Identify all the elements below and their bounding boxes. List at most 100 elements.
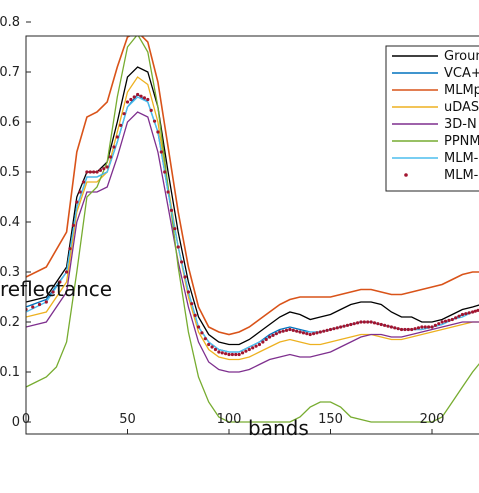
axis-ticks	[25, 21, 433, 434]
data-point	[420, 325, 424, 329]
data-point	[254, 344, 258, 348]
data-point	[146, 97, 150, 102]
data-point	[328, 327, 333, 332]
series-line	[26, 66, 479, 346]
data-point	[152, 119, 157, 123]
data-point	[203, 337, 207, 341]
data-point	[244, 349, 248, 353]
data-point	[220, 351, 224, 355]
data-point	[190, 302, 194, 306]
data-point	[308, 332, 312, 337]
data-point	[261, 340, 265, 344]
data-point	[149, 108, 153, 112]
data-point	[88, 170, 92, 174]
data-point	[51, 290, 55, 294]
data-point	[176, 245, 180, 249]
data-point	[271, 333, 275, 337]
y-tick-label: 0.2	[0, 315, 20, 330]
data-point	[440, 320, 444, 324]
data-point	[473, 309, 477, 313]
data-point	[193, 313, 197, 317]
x-tick-label: 50	[119, 412, 136, 427]
data-point	[311, 332, 316, 336]
data-point	[227, 352, 231, 357]
y-tick-label: 0.1	[0, 365, 20, 380]
data-point	[125, 100, 130, 104]
legend-label: MLM-	[444, 151, 479, 166]
legend-box	[385, 45, 479, 192]
legend-label: 3D-N	[444, 117, 477, 132]
data-point	[396, 327, 400, 331]
data-point	[108, 155, 113, 159]
data-point	[132, 95, 136, 99]
data-point	[75, 200, 79, 204]
series-line	[26, 76, 479, 361]
legend-marker	[404, 173, 408, 177]
data-point	[416, 326, 421, 330]
data-point	[410, 327, 414, 332]
data-point	[247, 347, 251, 352]
data-point	[213, 347, 218, 352]
data-point	[237, 352, 241, 357]
data-point	[98, 168, 103, 172]
data-point	[322, 329, 326, 333]
x-tick-label: 150	[318, 412, 343, 427]
data-point	[207, 342, 211, 347]
data-point	[315, 331, 319, 335]
y-tick-label: 0.7	[0, 65, 20, 80]
series-line	[26, 111, 479, 373]
series-line	[26, 36, 479, 423]
data-point	[460, 312, 465, 317]
data-point	[355, 321, 360, 325]
data-point	[362, 320, 366, 324]
data-point	[217, 350, 221, 354]
x-axis-label: bands	[248, 416, 309, 440]
data-point	[78, 190, 82, 194]
data-point	[471, 310, 475, 314]
data-point	[332, 327, 336, 331]
data-point	[335, 326, 339, 330]
legend-label: MLMp	[444, 83, 479, 98]
data-point	[366, 320, 370, 324]
data-point	[413, 327, 417, 331]
data-point	[345, 323, 350, 327]
data-point	[342, 324, 346, 328]
data-point	[291, 328, 295, 332]
series-line	[26, 36, 479, 336]
data-point	[240, 351, 245, 355]
data-point	[224, 352, 228, 356]
data-point	[139, 94, 143, 98]
legend-label: PPNM	[444, 134, 479, 149]
data-point	[325, 328, 329, 332]
x-tick-label: 0	[22, 412, 30, 427]
data-point	[102, 167, 106, 171]
legend-label: VCA+	[444, 66, 479, 81]
plot-frame	[25, 35, 479, 435]
data-point	[372, 321, 377, 325]
data-point	[443, 319, 448, 323]
data-point	[122, 112, 126, 116]
data-point	[200, 331, 204, 335]
data-point	[230, 352, 234, 357]
legend-label: uDAS	[444, 100, 479, 115]
data-point	[166, 190, 170, 194]
data-point	[274, 332, 278, 336]
data-point	[251, 346, 255, 350]
y-tick-label: 0.8	[0, 15, 20, 30]
data-point	[386, 324, 390, 328]
data-point	[163, 170, 167, 174]
data-point	[399, 327, 404, 332]
data-point	[457, 314, 461, 318]
data-point	[447, 318, 451, 322]
data-point	[284, 328, 289, 332]
data-point	[430, 325, 434, 329]
data-point	[406, 327, 410, 332]
data-point	[210, 345, 214, 349]
data-point	[95, 170, 99, 174]
y-tick-label: 0.5	[0, 165, 20, 180]
data-point	[349, 322, 353, 327]
data-point	[105, 165, 109, 169]
data-point	[37, 302, 42, 307]
x-tick-label: 100	[217, 412, 242, 427]
data-point	[119, 123, 123, 127]
